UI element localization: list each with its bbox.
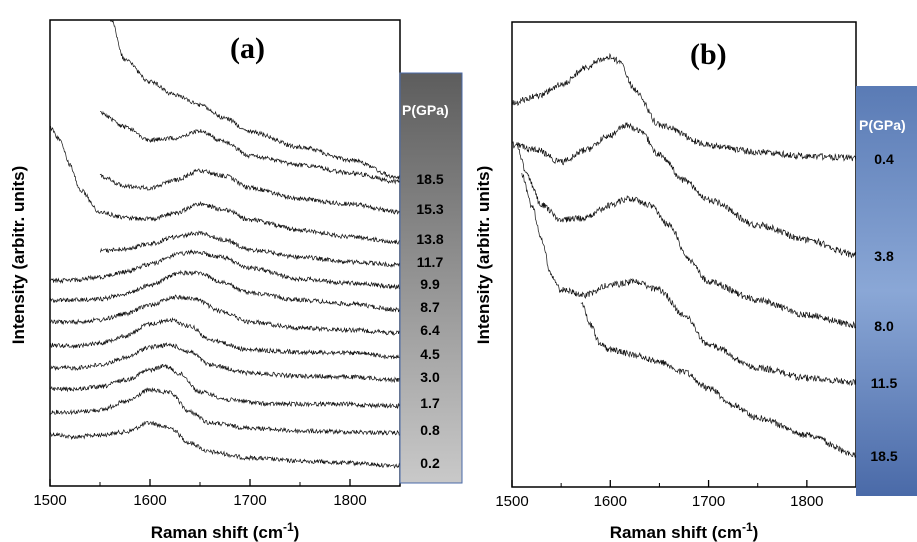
pressure-value-label: 15.3 [416, 201, 443, 217]
panel-a-pressure-header: P(GPa) [402, 102, 449, 118]
spectrum-line [49, 342, 401, 384]
panel-b-y-axis-label: Intensity (arbitr. units) [474, 166, 493, 345]
panel-b: 1500 1600 1700 1800 (b) P(GPa) 0.4 3.8 8.0 11.… [474, 21, 917, 542]
pressure-value-label: 4.5 [420, 346, 440, 362]
spectrum-line [49, 387, 401, 436]
panel-a-x-axis-label: Raman shift (cm-1) [151, 520, 300, 542]
pressure-value-label: 3.0 [420, 369, 440, 385]
pressure-value-label: 3.8 [874, 248, 894, 264]
panel-a-pressure-values: 0.2 0.8 1.7 3.0 4.5 6.4 8.7 9.9 11.7 13.8 15.3 18.5 [416, 171, 443, 471]
panel-b-pressure-header: P(GPa) [859, 117, 906, 133]
panel-a-label: (a) [230, 32, 265, 65]
spectrum-line [511, 52, 857, 162]
spectrum-line [516, 142, 857, 329]
panel-a-pressure-bar [399, 72, 463, 484]
spectrum-line [49, 363, 401, 410]
pressure-value-label: 18.5 [870, 448, 897, 464]
pressure-value-label: 0.8 [420, 422, 440, 438]
panel-b-pressure-bar [856, 86, 917, 496]
x-tick-label: 1500 [33, 492, 66, 509]
pressure-value-label: 18.5 [416, 171, 443, 187]
pressure-value-label: 13.8 [416, 231, 443, 247]
panel-a-x-ticks: 1500 1600 1700 1800 [33, 479, 367, 509]
spectrum-line [49, 317, 401, 360]
pressure-value-label: 8.0 [874, 318, 894, 334]
panel-b-x-ticks: 1500 1600 1700 1800 [495, 480, 824, 510]
spectrum-line [49, 420, 401, 469]
spectrum-line [49, 269, 400, 313]
spectrum-line [100, 230, 401, 268]
spectrum-line [49, 125, 401, 245]
pressure-value-label: 6.4 [420, 322, 440, 338]
panel-b-curves [511, 52, 857, 458]
x-tick-label: 1800 [790, 493, 823, 510]
panel-a: 1500 1600 1700 1800 (a) P(GPa) 0.2 0.8 1.7 3.0… [9, 19, 463, 542]
pressure-value-label: 1.7 [420, 395, 440, 411]
pressure-value-label: 8.7 [420, 299, 440, 315]
spectrum-line [110, 20, 401, 180]
panel-a-curves [49, 20, 401, 469]
pressure-value-label: 0.4 [874, 151, 894, 167]
x-tick-label: 1800 [333, 492, 366, 509]
panel-b-x-axis-label: Raman shift (cm-1) [610, 520, 759, 542]
spectrum-line [49, 294, 400, 336]
x-tick-label: 1600 [594, 493, 627, 510]
panel-b-pressure-values: 0.4 3.8 8.0 11.5 18.5 [870, 151, 897, 464]
spectrum-line [49, 249, 400, 290]
spectrum-line [99, 110, 401, 185]
x-tick-label: 1700 [692, 493, 725, 510]
panel-b-label: (b) [690, 38, 727, 71]
spectrum-line [99, 168, 401, 215]
panel-a-plot-frame [49, 19, 401, 487]
pressure-value-label: 11.5 [871, 375, 898, 391]
spectrum-line [511, 122, 857, 259]
pressure-value-label: 9.9 [420, 276, 440, 292]
pressure-value-label: 0.2 [420, 455, 440, 471]
x-tick-label: 1500 [495, 493, 528, 510]
x-tick-label: 1600 [133, 492, 166, 509]
x-tick-label: 1700 [233, 492, 266, 509]
pressure-value-label: 11.7 [417, 254, 444, 270]
spectrum-line [580, 301, 856, 458]
spectrum-line [521, 172, 856, 387]
panel-a-y-axis-label: Intensity (arbitr. units) [9, 166, 28, 345]
